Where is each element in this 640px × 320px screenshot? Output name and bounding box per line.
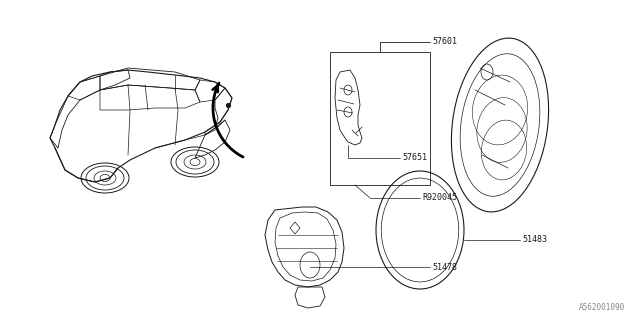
Text: 57651: 57651 <box>402 154 427 163</box>
Text: 57601: 57601 <box>432 37 457 46</box>
Text: 51478: 51478 <box>432 262 457 271</box>
Text: R920045: R920045 <box>422 194 457 203</box>
Bar <box>330 52 430 185</box>
Text: A562001090: A562001090 <box>579 303 625 313</box>
Text: 51483: 51483 <box>522 236 547 244</box>
